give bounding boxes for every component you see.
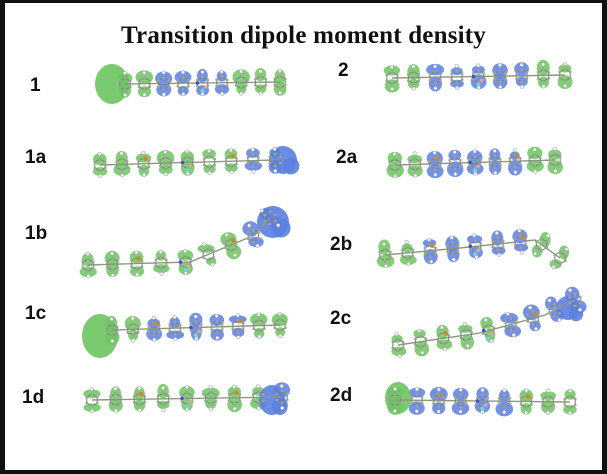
molecule-2b [376,228,570,269]
molecule-1a [93,146,300,179]
panel-label-1d: 1d [22,387,45,408]
panel-label-1a: 1a [25,147,47,168]
molecule-1c [82,311,288,358]
molecule-2d [385,382,577,417]
molecule-2 [383,59,573,93]
panel-label-1: 1 [30,75,41,96]
molecule-1b [79,206,291,279]
panel-label-2b: 2b [330,234,353,255]
molecule-2c [391,286,587,358]
molecule-1d [83,382,291,415]
panel-label-1c: 1c [25,303,47,324]
molecule-2a [386,146,563,179]
molecule-1 [95,64,287,104]
panel-label-2c: 2c [330,308,352,329]
panel-label-2a: 2a [336,147,358,168]
panel-label-2d: 2d [330,385,353,406]
figure-title: Transition dipole moment density [121,22,486,49]
panel-label-1b: 1b [25,223,48,244]
panel-label-2: 2 [338,60,349,81]
